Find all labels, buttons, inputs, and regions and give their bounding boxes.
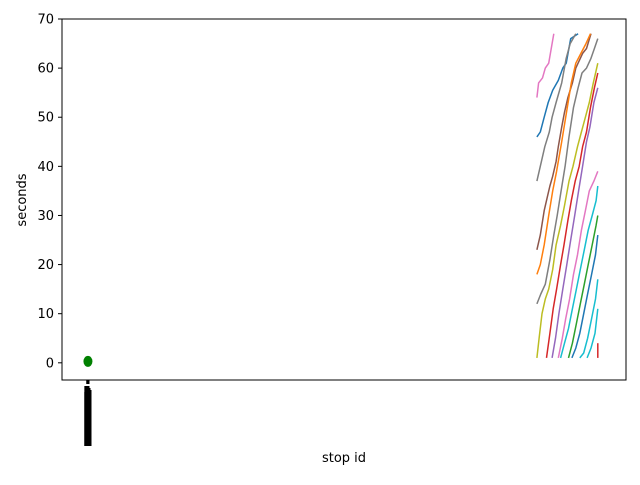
series-line-9	[551, 87, 599, 359]
series-line-5	[536, 33, 592, 275]
y-tick-label: 20	[37, 258, 54, 273]
y-axis-label: seconds	[15, 173, 30, 226]
series-line-15	[586, 308, 599, 359]
marker-layer	[83, 355, 93, 367]
x-axis	[84, 380, 92, 446]
y-tick-label: 70	[37, 13, 54, 28]
data-point-marker	[83, 355, 93, 367]
x-tick-label-stack	[86, 396, 92, 446]
series-line-3	[536, 33, 577, 182]
y-axis: 0 10 20 30 40 50 60 70	[37, 13, 62, 371]
series-line-6	[536, 38, 599, 305]
series-line-13	[571, 235, 599, 359]
series-line-4	[536, 33, 592, 250]
y-tick-label: 10	[37, 307, 54, 322]
series-layer	[536, 33, 599, 359]
series-line-7	[536, 63, 599, 358]
series-line-11	[559, 185, 599, 359]
y-tick-label: 60	[37, 62, 54, 77]
y-tick-label: 30	[37, 209, 54, 224]
y-tick-label: 40	[37, 160, 54, 175]
series-line-14	[579, 279, 599, 359]
series-line-10	[557, 171, 599, 359]
y-tick-label: 0	[46, 356, 54, 371]
series-line-12	[567, 215, 599, 359]
x-axis-label: stop id	[322, 451, 366, 466]
series-line-1	[536, 33, 555, 98]
plot-frame	[61, 18, 627, 381]
y-tick-label: 50	[37, 111, 54, 126]
series-line-8	[545, 72, 599, 359]
